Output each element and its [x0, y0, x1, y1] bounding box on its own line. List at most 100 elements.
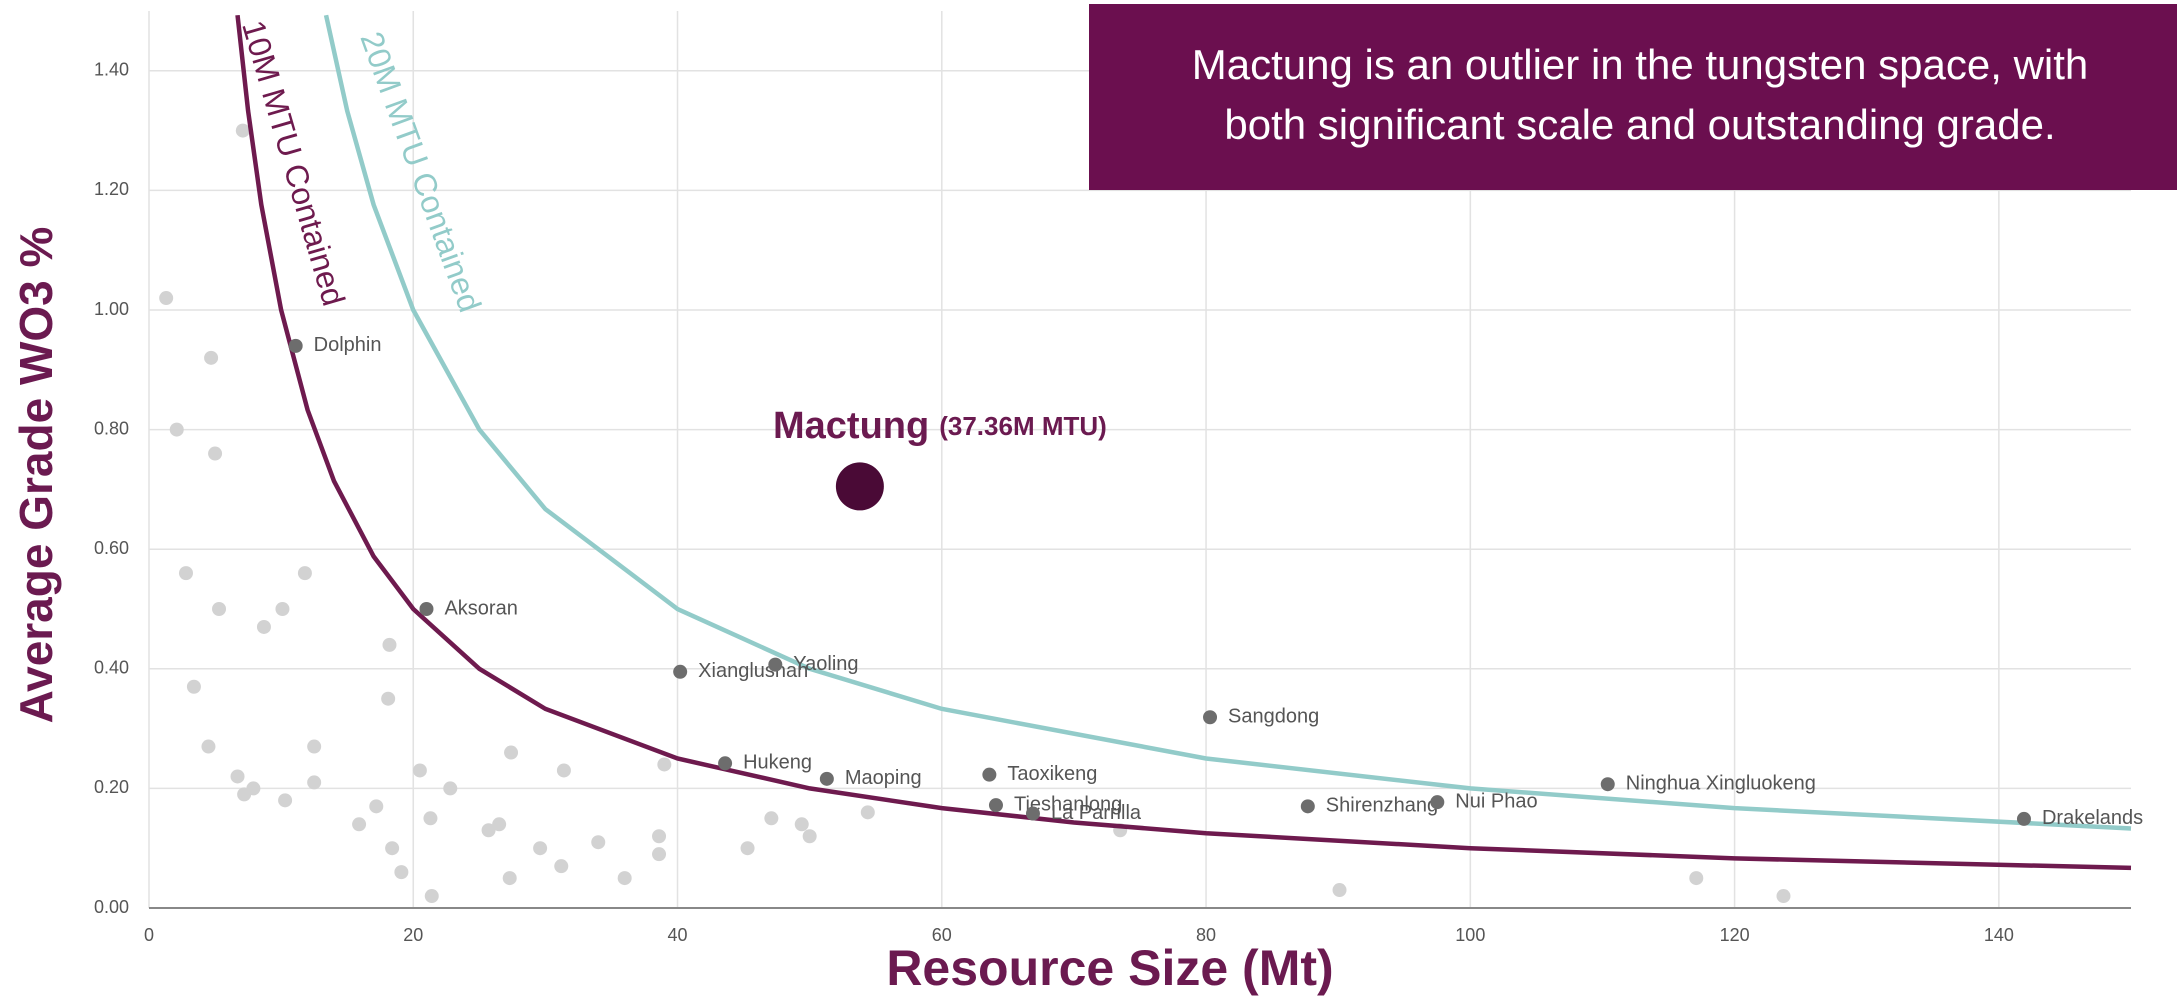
other-point — [201, 739, 216, 754]
x-tick-label: 140 — [1984, 925, 2014, 945]
y-tick-label: 0.80 — [94, 418, 129, 438]
named-point — [1430, 795, 1445, 810]
named-point — [982, 767, 997, 782]
x-tick-label: 20 — [403, 925, 423, 945]
other-point — [1689, 871, 1704, 886]
named-point — [419, 602, 434, 616]
other-point — [1776, 889, 1791, 904]
other-point — [352, 817, 367, 832]
other-point — [652, 847, 667, 862]
x-tick-label: 120 — [1720, 925, 1750, 945]
other-point — [502, 871, 517, 886]
point-label: Sangdong — [1228, 706, 1319, 728]
point-label: Drakelands — [2042, 807, 2143, 829]
other-point — [186, 679, 201, 694]
other-point — [794, 817, 809, 832]
y-tick-label: 1.20 — [94, 179, 129, 199]
point-label: Xianglushan — [698, 660, 808, 682]
other-point — [256, 619, 271, 634]
x-tick-label: 80 — [1196, 925, 1216, 945]
highlight-name: Mactung — [773, 405, 929, 447]
other-point — [307, 775, 322, 790]
point-label: Maoping — [845, 767, 922, 789]
other-point — [230, 769, 245, 784]
highlight-sublabel: (37.36M MTU) — [939, 411, 1107, 441]
y-tick-label: 0.60 — [94, 538, 129, 558]
other-point — [382, 637, 397, 652]
other-point — [443, 781, 458, 796]
other-point — [481, 823, 496, 838]
x-axis-title: Resource Size (Mt) — [886, 940, 1333, 996]
y-tick-label: 0.40 — [94, 658, 129, 678]
point-label: Ninghua Xingluokeng — [1626, 772, 1816, 794]
other-point — [424, 889, 439, 904]
point-label: Yaoling — [793, 653, 858, 675]
other-point — [381, 691, 396, 706]
named-point — [673, 664, 688, 679]
other-point — [204, 350, 219, 365]
named-point — [768, 657, 783, 672]
other-point — [275, 602, 290, 616]
point-label: Tieshanlong — [1014, 793, 1122, 815]
y-tick-label: 1.00 — [94, 299, 129, 319]
other-point — [297, 566, 312, 581]
named-point — [1300, 799, 1315, 814]
other-point — [369, 799, 384, 814]
x-tick-label: 40 — [668, 925, 688, 945]
point-label: Hukeng — [743, 752, 812, 774]
other-point — [385, 841, 400, 856]
highlight-point — [835, 462, 884, 511]
y-axis-title: Average Grade WO3 % — [10, 227, 62, 724]
annotation-line: both significant scale and outstanding g… — [1224, 101, 2055, 148]
other-point — [556, 763, 571, 778]
other-point — [278, 793, 293, 808]
other-point — [764, 811, 779, 826]
x-tick-label: 100 — [1455, 925, 1485, 945]
other-point — [617, 871, 632, 886]
other-point — [423, 811, 438, 826]
other-point — [591, 835, 606, 850]
named-point — [718, 756, 733, 771]
highlight-label: Mactung (37.36M MTU) — [773, 405, 1107, 447]
point-label: Taoxikeng — [1007, 763, 1097, 785]
point-label: Aksoran — [444, 597, 517, 619]
other-point — [860, 805, 875, 820]
contained-curve — [235, 14, 2132, 871]
other-point — [307, 739, 322, 754]
other-point — [554, 859, 569, 874]
other-point — [1332, 883, 1347, 898]
y-tick-label: 0.20 — [94, 777, 129, 797]
named-point — [1203, 710, 1218, 725]
other-point — [235, 123, 250, 138]
contained-curve — [323, 14, 2132, 831]
other-point — [394, 865, 409, 880]
y-tick-label: 0.00 — [94, 897, 129, 917]
named-point — [819, 771, 834, 786]
annotation-box — [1089, 4, 2177, 190]
x-tick-label: 0 — [144, 925, 154, 945]
other-point — [740, 841, 755, 856]
other-point — [246, 781, 261, 796]
other-point — [652, 829, 667, 844]
named-point — [288, 338, 303, 353]
named-point — [1025, 806, 1040, 821]
point-label: La Parrilla — [1051, 802, 1142, 824]
other-point — [802, 829, 817, 844]
named-point — [1600, 777, 1615, 792]
other-point — [169, 422, 184, 437]
other-point — [657, 757, 672, 772]
other-point — [159, 291, 174, 306]
named-point — [988, 798, 1003, 813]
other-point — [212, 602, 227, 616]
y-tick-label: 1.40 — [94, 60, 129, 80]
other-point — [504, 745, 519, 760]
x-tick-label: 60 — [932, 925, 952, 945]
point-label: Nui Phao — [1455, 790, 1537, 812]
other-point — [533, 841, 548, 856]
annotation-line: Mactung is an outlier in the tungsten sp… — [1192, 41, 2089, 88]
named-point — [2016, 811, 2031, 826]
other-point — [208, 446, 223, 461]
point-label: Shirenzhang — [1326, 795, 1438, 817]
